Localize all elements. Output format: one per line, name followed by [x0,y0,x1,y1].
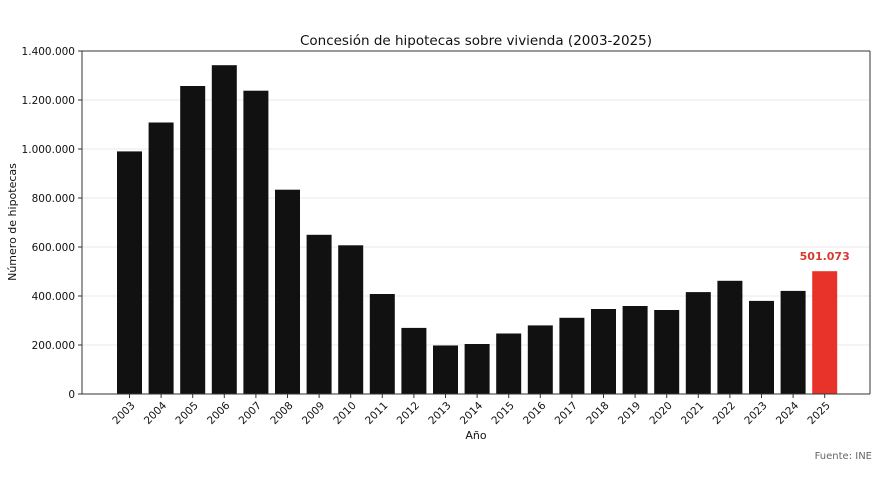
bar-2008 [275,189,300,394]
x-tick-label: 2004 [142,399,170,427]
x-tick-label: 2016 [521,399,549,427]
y-axis-label: Número de hipotecas [6,163,19,281]
x-tick-label: 2009 [300,400,327,427]
x-tick-label: 2006 [205,399,233,427]
bar-2007 [243,90,269,394]
bar-2004 [148,122,174,394]
y-tick-label: 1.200.000 [22,95,75,107]
bar-2011 [369,294,395,394]
x-tick-label: 2021 [679,400,706,427]
bar-2017 [559,317,585,394]
bar-2012 [401,327,427,394]
x-tick-label: 2014 [458,399,486,427]
x-tick-label: 2005 [173,400,200,427]
y-tick-label: 1.400.000 [22,46,75,58]
bar-2025 [812,271,838,394]
x-tick-label: 2007 [237,400,264,427]
x-tick-label: 2003 [110,400,137,427]
bar-2009 [306,234,332,395]
bar-2015 [496,333,522,394]
axes [81,50,871,395]
x-tick-label: 2018 [584,400,611,427]
y-tick-label: 600.000 [32,242,75,254]
x-tick-label: 2013 [426,400,453,427]
x-ticks: 2003 2004 2005 2006 2007 2008 2009 2010 2011 2012… [110,394,833,427]
bar-2018 [591,309,616,394]
y-tick-label: 800.000 [32,193,75,205]
x-tick-label: 2010 [331,400,358,427]
chart-title: Concesión de hipotecas sobre vivienda (2… [300,33,652,49]
y-tick-label: 0 [68,389,75,401]
bar-2014 [464,344,490,394]
x-tick-label: 2015 [489,400,516,427]
x-tick-label: 2023 [742,400,769,427]
bar-2013 [433,345,458,394]
data-labels: 501.073 [800,250,850,263]
bars [117,65,838,395]
x-tick-label: 2012 [395,400,422,427]
bar-2022 [717,280,743,394]
y-tick-label: 200.000 [32,340,75,352]
x-tick-label: 2017 [553,400,580,427]
x-tick-label: 2011 [363,400,390,427]
bar-2020 [654,310,680,394]
x-tick-label: 2022 [711,400,738,427]
source-note: Fuente: INE [815,451,872,462]
bar-2019 [622,306,648,394]
y-ticks: 0 200.000 400.000 600.000 800.000 1.000.000 1.… [22,46,82,401]
x-tick-label: 2024 [774,399,802,427]
bar-2010 [338,245,364,394]
x-axis-label: Año [465,429,486,442]
x-tick-label: 2019 [616,400,643,427]
bar-2021 [685,292,711,394]
bar-2016 [527,325,553,394]
bar-2005 [180,86,206,394]
x-tick-label: 2008 [268,400,295,427]
y-tick-label: 1.000.000 [22,144,75,156]
x-tick-label: 2020 [647,400,674,427]
y-tick-label: 400.000 [32,291,75,303]
bar-2003 [117,151,142,394]
x-tick-label: 2025 [805,400,832,427]
highlight-value-label: 501.073 [800,250,850,263]
bar-2023 [749,300,774,394]
bar-2006 [211,65,237,394]
bar-2024 [780,290,806,394]
